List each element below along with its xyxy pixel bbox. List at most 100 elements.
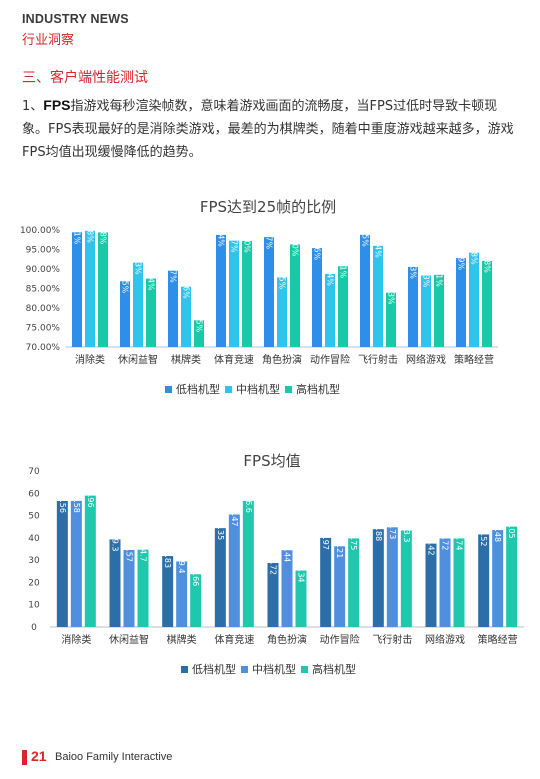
x-tick-label: 休闲益智 [109, 633, 149, 646]
legend-swatch [225, 386, 232, 393]
x-tick-label: 飞行射击 [372, 633, 412, 646]
data-label: 44.73 [388, 516, 397, 539]
x-tick-label: 体育竞速 [214, 353, 254, 366]
fps-average-chart: FPS均值 0 10 20 30 40 50 60 70 56.56 56.58 58.96 消除类 39… [28, 452, 524, 676]
bar-3-1 [98, 232, 108, 347]
data-label: 92.79% [457, 240, 466, 271]
x-tick-label: 体育竞速 [214, 633, 254, 646]
data-label: 95.94% [374, 227, 383, 258]
legend-label: 高档机型 [312, 662, 356, 676]
y-tick-label: 90.00% [26, 265, 61, 275]
data-label: 39.97 [321, 527, 330, 550]
bar-3-8 [453, 538, 465, 627]
data-label: 83.93% [387, 274, 396, 305]
bar-1-2 [120, 281, 130, 347]
bar-2-9 [469, 252, 479, 347]
y-tick-label: 95.00% [26, 246, 61, 256]
data-label: 34.7 [139, 544, 148, 562]
bar-3-9 [482, 260, 492, 347]
legend-swatch [301, 666, 308, 673]
bar-1-6 [312, 248, 322, 347]
legend-swatch [181, 666, 188, 673]
bar-3-5 [290, 244, 300, 347]
fps-25-ratio-chart: FPS达到25帧的比例 70.00% 75.00% 80.00% 85.00% 90.00… [20, 198, 498, 396]
bar-2-8 [421, 275, 431, 347]
x-tick-label: 飞行射击 [358, 353, 398, 366]
bar-2-2 [123, 549, 135, 627]
x-tick-label: 棋牌类 [167, 633, 197, 646]
x-tick-label: 网络游戏 [425, 633, 465, 646]
bar-3-1 [84, 495, 96, 627]
y-tick-label: 60 [28, 489, 40, 499]
data-label: 29.4 [177, 556, 186, 574]
data-label: 99.41% [73, 214, 82, 245]
paragraph-keyword: FPS [43, 97, 71, 113]
bar-3-2 [146, 278, 156, 347]
y-tick-label: 0 [31, 623, 37, 633]
x-tick-label: 消除类 [61, 633, 91, 646]
bar-1-4 [214, 528, 226, 627]
data-label: 88.51% [435, 256, 444, 287]
bar-1-6 [320, 537, 332, 627]
data-label: 39.74 [455, 528, 464, 551]
data-label: 56.58 [72, 490, 81, 513]
data-label: 39.75 [349, 528, 358, 551]
legend-label: 高档机型 [296, 382, 340, 396]
data-label: 85% [195, 315, 204, 333]
y-tick-label: 80.00% [26, 304, 61, 314]
x-tick-label: 休闲益智 [118, 353, 158, 366]
bar-2-3 [181, 286, 191, 347]
data-label: 43.48 [493, 519, 502, 542]
data-label: 41.52 [479, 524, 488, 547]
y-tick-label: 75.00% [26, 324, 61, 334]
data-label: 98.17% [265, 219, 274, 250]
bar-1-3 [162, 556, 174, 627]
bar-1-1 [72, 232, 82, 347]
x-tick-label: 策略经营 [454, 353, 494, 366]
bar-3-3 [194, 320, 204, 347]
bar-1-9 [478, 534, 490, 627]
y-tick-label: 100.00% [20, 226, 60, 236]
bar-2-1 [85, 230, 95, 347]
data-label: 90.53% [409, 248, 418, 279]
data-label: 96.30% [291, 226, 300, 257]
data-label: 58.96 [86, 485, 95, 508]
data-label: 39.72 [441, 528, 450, 551]
data-label: 37.42 [427, 533, 436, 556]
x-tick-label: 动作冒险 [320, 633, 360, 646]
bar-3-4 [242, 240, 252, 347]
chart-title: FPS均值 [243, 452, 300, 470]
bar-2-5 [281, 550, 293, 627]
data-label: 97.27% [230, 222, 239, 253]
x-tick-label: 角色扮演 [262, 353, 302, 366]
y-tick-label: 20 [28, 578, 40, 588]
bar-2-4 [228, 514, 240, 627]
bar-3-9 [506, 526, 518, 627]
data-label: 98.74% [217, 216, 226, 247]
y-tick-label: 50 [28, 512, 40, 522]
data-label: 95.36% [313, 230, 322, 261]
bar-1-2 [109, 539, 121, 627]
data-label: 39.3 [111, 534, 120, 552]
data-label: 50.47 [230, 504, 239, 527]
data-label: 28.72 [269, 552, 278, 575]
legend-swatch [285, 386, 292, 393]
data-label: 97.20% [243, 222, 252, 253]
x-tick-label: 策略经营 [478, 633, 518, 646]
y-tick-label: 85.00% [26, 285, 61, 295]
data-label: 87.85% [278, 259, 287, 290]
data-label: 89.57% [169, 252, 178, 283]
data-label: 43.3 [402, 525, 411, 543]
y-tick-label: 30 [28, 556, 40, 566]
data-label: 36.21 [335, 535, 344, 558]
y-tick-label: 70.00% [26, 343, 61, 353]
bar-2-5 [277, 277, 287, 347]
bar-1-9 [456, 258, 466, 347]
y-tick-label: 40 [28, 534, 40, 544]
data-label: 43.88 [374, 518, 383, 541]
bar-3-2 [137, 549, 149, 627]
data-label: 99.38% [99, 214, 108, 245]
page-number: 21 [31, 748, 47, 764]
bar-1-3 [168, 270, 178, 347]
legend-swatch [165, 386, 172, 393]
